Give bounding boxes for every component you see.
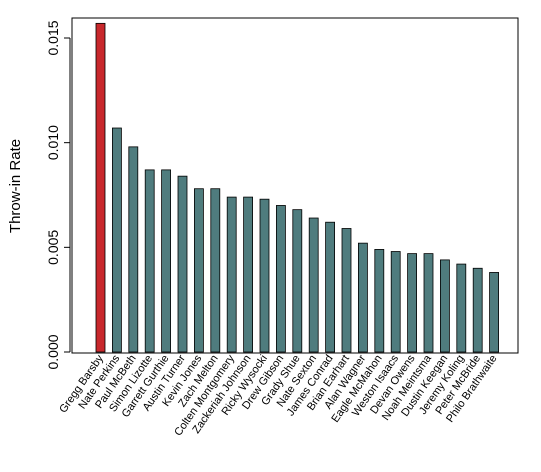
y-axis: 0.000 0.005 0.010 0.015 <box>45 20 71 370</box>
bar <box>275 205 286 353</box>
y-tick-label: 0.015 <box>45 20 61 55</box>
bar <box>308 217 319 353</box>
bar <box>341 228 352 353</box>
bar <box>210 188 221 353</box>
bar <box>193 188 204 353</box>
bar <box>456 263 467 353</box>
bar <box>95 22 106 353</box>
bar <box>128 146 139 353</box>
bar <box>390 251 401 353</box>
bars-group <box>95 22 500 353</box>
bar <box>144 169 155 353</box>
y-tick-label: 0.000 <box>45 334 61 369</box>
bar <box>472 267 483 353</box>
bar <box>423 253 434 353</box>
y-tick-label: 0.005 <box>45 230 61 265</box>
y-axis-label: Throw-in Rate <box>7 139 24 233</box>
plot-frame <box>71 17 519 354</box>
bar <box>407 253 418 353</box>
bar <box>374 249 385 353</box>
bar <box>226 196 237 353</box>
bar <box>325 221 336 353</box>
bar <box>439 259 450 353</box>
bar <box>161 169 172 353</box>
y-tick-label: 0.010 <box>45 125 61 160</box>
bar <box>177 175 188 353</box>
bar <box>259 198 270 353</box>
bar <box>489 272 500 353</box>
bar <box>292 209 303 353</box>
bar <box>357 242 368 353</box>
bar <box>112 127 122 353</box>
bar <box>243 196 254 353</box>
